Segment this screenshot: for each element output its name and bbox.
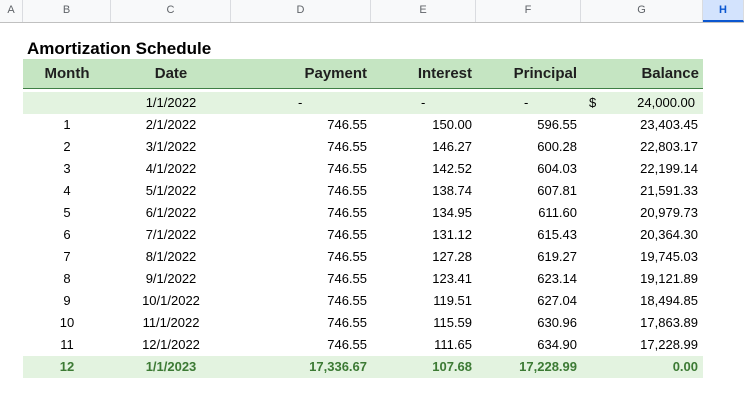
row-interest-cell[interactable]: 119.51 (433, 293, 472, 308)
column-header-e[interactable]: E (371, 0, 476, 22)
row-interest-cell[interactable]: 146.27 (432, 139, 472, 154)
row-principal-cell[interactable]: 615.43 (537, 227, 577, 242)
opening-principal[interactable]: - (524, 95, 529, 110)
total-row-fill (23, 356, 703, 378)
opening-date[interactable]: 1/1/2022 (145, 95, 197, 110)
row-balance-cell[interactable]: 19,745.03 (640, 249, 698, 264)
header-date[interactable]: Date (154, 65, 188, 82)
row-principal-cell[interactable]: 600.28 (537, 139, 577, 154)
row-balance-cell[interactable]: 22,803.17 (640, 139, 698, 154)
row-payment-cell[interactable]: 746.55 (327, 227, 367, 242)
row-month-cell[interactable]: 5 (63, 205, 71, 220)
row-date-cell[interactable]: 9/1/2022 (145, 271, 197, 286)
row-interest-cell[interactable]: 123.41 (432, 271, 472, 286)
row-principal-cell[interactable]: 630.96 (537, 315, 577, 330)
row-principal-cell[interactable]: 627.04 (537, 293, 577, 308)
row-balance-cell[interactable]: 20,979.73 (640, 205, 698, 220)
total-payment[interactable]: 17,336.67 (309, 359, 367, 374)
row-payment-cell[interactable]: 746.55 (327, 271, 367, 286)
row-interest-cell[interactable]: 134.95 (432, 205, 472, 220)
row-date-cell[interactable]: 11/1/2022 (142, 315, 200, 330)
column-header-g[interactable]: G (581, 0, 703, 22)
column-header-h[interactable]: H (703, 0, 744, 22)
row-interest-cell[interactable]: 142.52 (432, 161, 472, 176)
row-month-cell[interactable]: 1 (63, 117, 71, 132)
row-balance-cell[interactable]: 23,403.45 (640, 117, 698, 132)
header-principal[interactable]: Principal (513, 65, 577, 82)
row-payment-cell[interactable]: 746.55 (327, 205, 367, 220)
column-header-a[interactable]: A (0, 0, 23, 22)
row-interest-cell[interactable]: 111.65 (434, 337, 472, 352)
row-payment-cell[interactable]: 746.55 (327, 293, 367, 308)
row-balance-cell[interactable]: 17,863.89 (640, 315, 698, 330)
header-balance[interactable]: Balance (641, 65, 699, 82)
row-balance-cell[interactable]: 17,228.99 (640, 337, 698, 352)
total-principal[interactable]: 17,228.99 (519, 359, 577, 374)
total-interest[interactable]: 107.68 (432, 359, 472, 374)
row-date-cell[interactable]: 10/1/2022 (142, 293, 200, 308)
row-date-cell[interactable]: 3/1/2022 (145, 139, 197, 154)
column-header-b[interactable]: B (23, 0, 111, 22)
total-date[interactable]: 1/1/2023 (145, 359, 197, 374)
row-interest-cell[interactable]: 115.59 (433, 315, 472, 330)
row-balance-cell[interactable]: 22,199.14 (640, 161, 698, 176)
row-month-cell[interactable]: 11 (60, 337, 74, 352)
row-balance-cell[interactable]: 19,121.89 (640, 271, 698, 286)
row-principal-cell[interactable]: 604.03 (537, 161, 577, 176)
opening-payment[interactable]: - (298, 95, 303, 110)
row-principal-cell[interactable]: 596.55 (537, 117, 577, 132)
opening-currency[interactable]: $ (589, 95, 597, 110)
column-header-f[interactable]: F (476, 0, 581, 22)
row-month-cell[interactable]: 2 (63, 139, 71, 154)
row-balance-cell[interactable]: 18,494.85 (640, 293, 698, 308)
row-month-cell[interactable]: 8 (63, 271, 71, 286)
opening-balance[interactable]: 24,000.00 (637, 95, 695, 110)
row-date-cell[interactable]: 4/1/2022 (145, 161, 197, 176)
header-payment[interactable]: Payment (304, 65, 367, 82)
row-month-cell[interactable]: 4 (63, 183, 71, 198)
row-payment-cell[interactable]: 746.55 (327, 117, 367, 132)
column-header-d[interactable]: D (231, 0, 371, 22)
row-payment-cell[interactable]: 746.55 (327, 139, 367, 154)
row-payment-cell[interactable]: 746.55 (327, 337, 367, 352)
row-principal-cell[interactable]: 634.90 (537, 337, 577, 352)
row-month-cell[interactable]: 7 (63, 249, 71, 264)
total-month[interactable]: 12 (59, 359, 75, 374)
row-principal-cell[interactable]: 611.60 (538, 205, 577, 220)
row-payment-cell[interactable]: 746.55 (327, 315, 367, 330)
header-row-fill (23, 59, 703, 89)
row-payment-cell[interactable]: 746.55 (327, 249, 367, 264)
header-month[interactable]: Month (44, 65, 90, 82)
opening-row-fill (23, 92, 703, 114)
row-month-cell[interactable]: 10 (59, 315, 75, 330)
row-interest-cell[interactable]: 150.00 (432, 117, 472, 132)
row-balance-cell[interactable]: 21,591.33 (640, 183, 698, 198)
column-header-bar: A B C D E F G H (0, 0, 744, 23)
row-month-cell[interactable]: 6 (63, 227, 71, 242)
row-payment-cell[interactable]: 746.55 (327, 161, 367, 176)
row-date-cell[interactable]: 8/1/2022 (145, 249, 197, 264)
row-date-cell[interactable]: 7/1/2022 (145, 227, 197, 242)
sheet-title[interactable]: Amortization Schedule (27, 39, 212, 58)
row-balance-cell[interactable]: 20,364.30 (640, 227, 698, 242)
opening-interest[interactable]: - (421, 95, 426, 110)
row-interest-cell[interactable]: 138.74 (432, 183, 472, 198)
row-date-cell[interactable]: 5/1/2022 (145, 183, 197, 198)
row-principal-cell[interactable]: 623.14 (537, 271, 577, 286)
row-month-cell[interactable]: 3 (63, 161, 71, 176)
row-payment-cell[interactable]: 746.55 (327, 183, 367, 198)
row-principal-cell[interactable]: 607.81 (537, 183, 577, 198)
row-date-cell[interactable]: 12/1/2022 (142, 337, 200, 352)
row-date-cell[interactable]: 2/1/2022 (145, 117, 197, 132)
row-interest-cell[interactable]: 127.28 (432, 249, 472, 264)
row-interest-cell[interactable]: 131.12 (432, 227, 472, 242)
row-principal-cell[interactable]: 619.27 (537, 249, 577, 264)
row-month-cell[interactable]: 9 (63, 293, 71, 308)
column-header-c[interactable]: C (111, 0, 231, 22)
row-date-cell[interactable]: 6/1/2022 (145, 205, 197, 220)
total-balance[interactable]: 0.00 (672, 359, 698, 374)
header-interest[interactable]: Interest (417, 65, 472, 82)
